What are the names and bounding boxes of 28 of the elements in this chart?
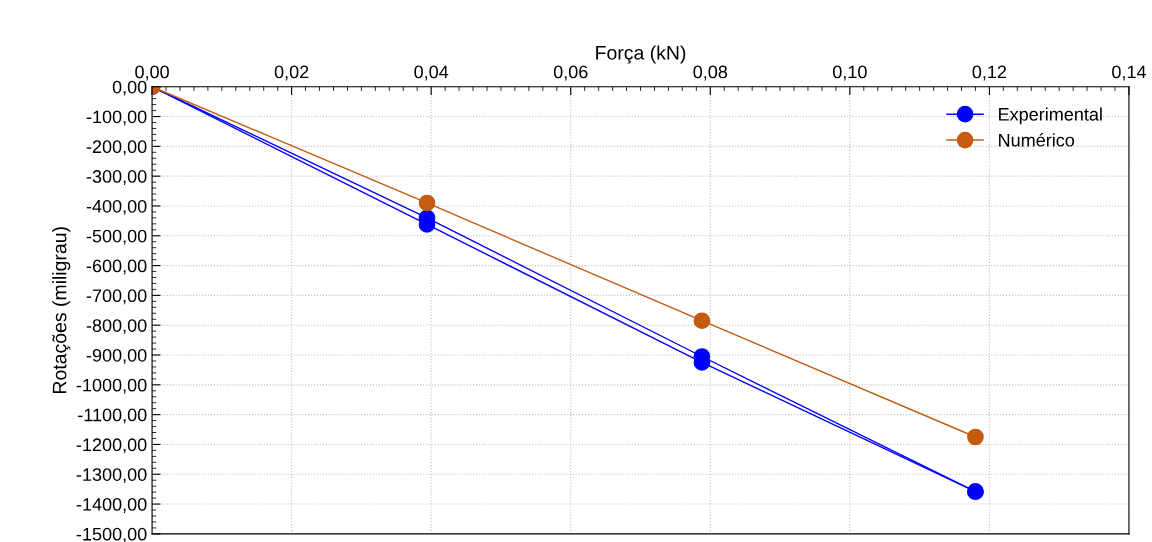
x-tick-label: 0,00 xyxy=(135,65,169,81)
y-tick-label: -300,00 xyxy=(86,170,147,185)
y-tick-label: -1300,00 xyxy=(76,468,147,484)
y-tick-label: -900,00 xyxy=(86,348,147,364)
y-axis-title: Rotações (miligrau) xyxy=(52,227,71,393)
y-tick-label: -1500,00 xyxy=(76,527,147,542)
y-tick-label: -600,00 xyxy=(86,259,147,275)
y-tick-label: -1100,00 xyxy=(78,408,147,424)
y-tick-label: -200,00 xyxy=(86,140,147,156)
legend-label: Numérico xyxy=(999,133,1075,147)
x-tick-label: 0,14 xyxy=(1112,65,1146,81)
y-tick-label: -1200,00 xyxy=(76,438,147,454)
x-tick-label: 0,10 xyxy=(832,65,867,81)
y-tick-label: -800,00 xyxy=(86,319,147,335)
x-tick-label: 0,12 xyxy=(972,65,1007,81)
y-tick-label: -1000,00 xyxy=(76,378,147,394)
y-tick-label: -1400,00 xyxy=(76,497,147,513)
x-tick-label: 0,06 xyxy=(553,65,588,81)
y-tick-label: -100,00 xyxy=(86,110,147,126)
x-tick-label: 0,04 xyxy=(414,65,449,81)
y-tick-label: -500,00 xyxy=(86,229,147,245)
x-tick-label: 0,08 xyxy=(693,65,728,81)
y-tick-label: 0,00 xyxy=(112,80,147,96)
y-tick-label: -700,00 xyxy=(86,289,147,305)
x-tick-label: 0,02 xyxy=(274,65,309,81)
legend-label: Experimental xyxy=(999,107,1102,125)
y-tick-label: -400,00 xyxy=(86,199,147,215)
x-axis-title: Força (kN) xyxy=(596,45,686,64)
